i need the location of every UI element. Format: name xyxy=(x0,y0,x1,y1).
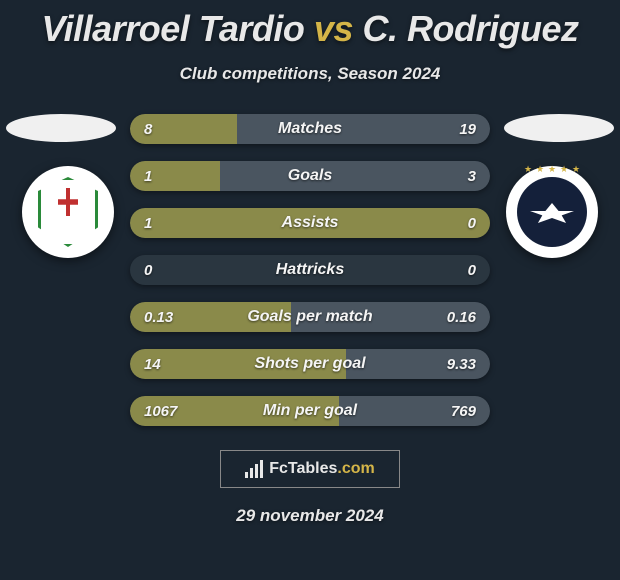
stat-label: Min per goal xyxy=(263,402,357,420)
stat-value-right: 19 xyxy=(459,121,476,138)
brand-logo[interactable]: FcTables.com xyxy=(220,450,400,488)
stat-value-right: 0 xyxy=(468,262,476,279)
stat-value-left: 0.13 xyxy=(144,309,173,326)
shield-icon xyxy=(38,177,98,247)
header: Villarroel Tardio vs C. Rodriguez Club c… xyxy=(0,0,620,84)
stat-value-right: 769 xyxy=(451,403,476,420)
vs-label: vs xyxy=(314,8,353,49)
ellipse-right xyxy=(504,114,614,142)
stat-row: 0.13 0.16 Goals per match xyxy=(130,302,490,332)
brand-suffix: .com xyxy=(337,460,374,477)
comparison-content: ★★★★★ 8 19 Matches 1 3 Goals 1 0 Assists 0 0 Hattri… xyxy=(0,114,620,426)
stat-value-right: 9.33 xyxy=(447,356,476,373)
stat-label: Shots per goal xyxy=(254,355,365,373)
brand-prefix: FcTables xyxy=(269,460,337,477)
stat-value-left: 8 xyxy=(144,121,152,138)
player2-name: C. Rodriguez xyxy=(362,8,578,49)
team-badge-right: ★★★★★ xyxy=(506,166,598,258)
stat-label: Hattricks xyxy=(276,261,344,279)
stat-label: Goals xyxy=(288,167,332,185)
stat-value-right: 0.16 xyxy=(447,309,476,326)
team-badge-left xyxy=(22,166,114,258)
page-title: Villarroel Tardio vs C. Rodriguez xyxy=(0,8,620,50)
stat-row: 14 9.33 Shots per goal xyxy=(130,349,490,379)
stat-value-left: 0 xyxy=(144,262,152,279)
stat-label: Assists xyxy=(282,214,339,232)
stat-label: Goals per match xyxy=(247,308,372,326)
stat-value-left: 14 xyxy=(144,356,161,373)
stat-label: Matches xyxy=(278,120,342,138)
wings-badge-icon xyxy=(517,177,587,247)
stat-value-left: 1 xyxy=(144,215,152,232)
footer-date: 29 november 2024 xyxy=(0,506,620,526)
stats-bars: 8 19 Matches 1 3 Goals 1 0 Assists 0 0 Hattricks 0.1… xyxy=(130,114,490,426)
brand-text: FcTables.com xyxy=(269,460,375,478)
bars-icon xyxy=(245,460,263,478)
stat-row: 8 19 Matches xyxy=(130,114,490,144)
stat-row: 1 0 Assists xyxy=(130,208,490,238)
stat-value-right: 0 xyxy=(468,215,476,232)
stat-row: 0 0 Hattricks xyxy=(130,255,490,285)
bar-fill-right xyxy=(237,114,490,144)
stat-row: 1 3 Goals xyxy=(130,161,490,191)
stat-row: 1067 769 Min per goal xyxy=(130,396,490,426)
subtitle: Club competitions, Season 2024 xyxy=(0,64,620,84)
bar-fill-right xyxy=(220,161,490,191)
stat-value-right: 3 xyxy=(468,168,476,185)
player1-name: Villarroel Tardio xyxy=(42,8,305,49)
stat-value-left: 1 xyxy=(144,168,152,185)
stat-value-left: 1067 xyxy=(144,403,177,420)
ellipse-left xyxy=(6,114,116,142)
